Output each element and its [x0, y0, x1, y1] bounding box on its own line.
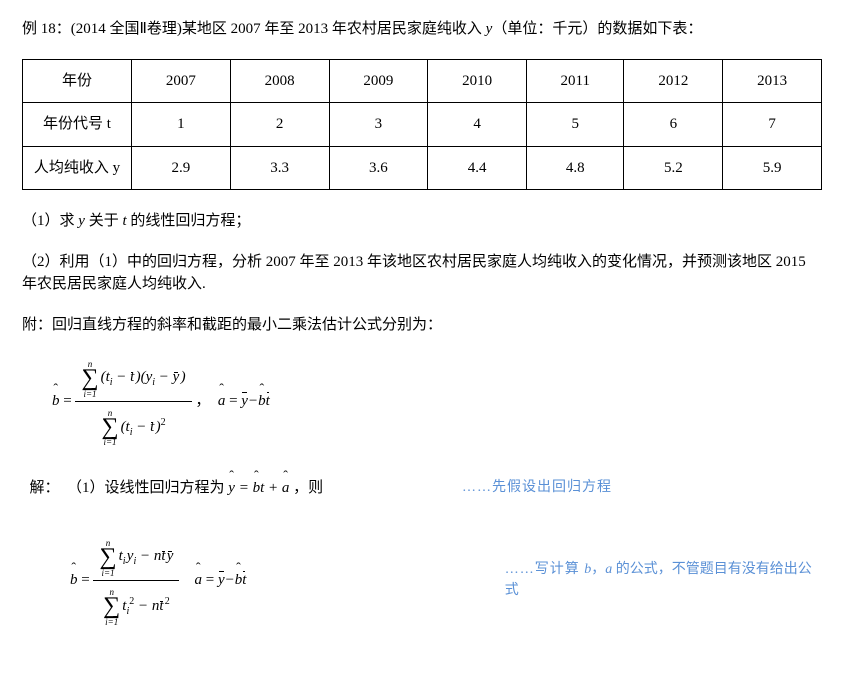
solution-line-1: 解： （1）设线性回归方程为 y = bt + a ，则 ……先假设出回归方程 — [22, 477, 822, 500]
cell: 2009 — [329, 59, 428, 103]
cell: 2007 — [132, 59, 231, 103]
cell: 2.9 — [132, 146, 231, 190]
table-row: 年份代号 t 1 2 3 4 5 6 7 — [23, 103, 822, 147]
solution-formula-row: b = n∑i=1 ti yi − nt y n∑i=1 ti2 − nt 2 — [22, 533, 822, 628]
solution-prefix: 解： — [30, 480, 60, 496]
cell: 5 — [527, 103, 624, 147]
row-label: 年份代号 t — [23, 103, 132, 147]
data-table: 年份 2007 2008 2009 2010 2011 2012 2013 年份… — [22, 59, 822, 191]
cell: 4 — [428, 103, 527, 147]
cell: 1 — [132, 103, 231, 147]
cell: 2010 — [428, 59, 527, 103]
cell: 3.3 — [230, 146, 329, 190]
annotation-1: ……先假设出回归方程 — [462, 477, 612, 498]
problem-header: 例 18：(2014 全国Ⅱ卷理)某地区 2007 年至 2013 年农村居民家… — [22, 18, 822, 41]
example-label: 例 18： — [22, 21, 71, 37]
cell: 4.4 — [428, 146, 527, 190]
problem-text-a: 某地区 2007 年至 2013 年农村居民家庭纯收入 — [182, 21, 486, 37]
cell: 5.2 — [624, 146, 723, 190]
problem-text-b: （单位：千元）的数据如下表： — [492, 21, 702, 37]
cell: 4.8 — [527, 146, 624, 190]
cell: 2011 — [527, 59, 624, 103]
row-label: 人均纯收入 y — [23, 146, 132, 190]
question-2: （2）利用（1）中的回归方程，分析 2007 年至 2013 年该地区农村居民家… — [22, 251, 822, 296]
formula-b-hat-1: b = n∑i=1 (ti − t )(yi − y ) n∑i=1 (ti −… — [52, 354, 822, 449]
row-label: 年份 — [23, 59, 132, 103]
cell: 6 — [624, 103, 723, 147]
cell: 5.9 — [723, 146, 822, 190]
cell: 3 — [329, 103, 428, 147]
source: (2014 全国Ⅱ卷理) — [71, 21, 182, 37]
cell: 2013 — [723, 59, 822, 103]
cell: 2008 — [230, 59, 329, 103]
formula-b-hat-2: b = n∑i=1 ti yi − nt y n∑i=1 ti2 − nt 2 — [22, 533, 505, 628]
table-row: 年份 2007 2008 2009 2010 2011 2012 2013 — [23, 59, 822, 103]
cell: 2012 — [624, 59, 723, 103]
appendix-label: 附：回归直线方程的斜率和截距的最小二乘法估计公式分别为： — [22, 314, 822, 337]
question-1: （1）求 y 关于 t 的线性回归方程； — [22, 210, 822, 233]
table-row: 人均纯收入 y 2.9 3.3 3.6 4.4 4.8 5.2 5.9 — [23, 146, 822, 190]
cell: 7 — [723, 103, 822, 147]
cell: 3.6 — [329, 146, 428, 190]
annotation-2: ……写计算 b，a 的公式，不管题目有没有给出公式 — [505, 559, 822, 601]
cell: 2 — [230, 103, 329, 147]
